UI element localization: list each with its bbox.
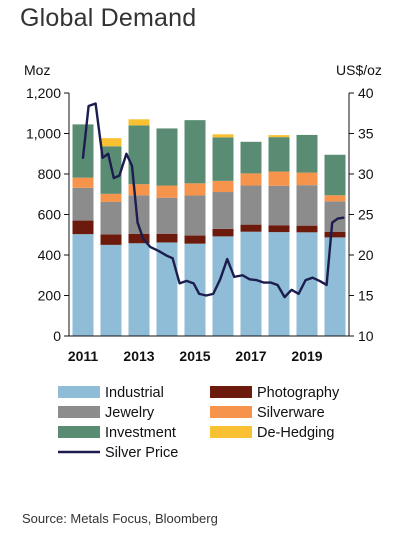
bar-investment-2020: [324, 154, 346, 196]
bar-photography-2017: [240, 224, 262, 232]
legend-label-jewelry: Jewelry: [105, 405, 155, 421]
right-axis-unit: US$/oz: [336, 62, 382, 78]
bar-silverware-2011: [72, 177, 94, 188]
right-tick-label: 40: [358, 85, 374, 101]
left-tick-label: 1,000: [26, 126, 61, 142]
bar-photography-2018: [268, 225, 290, 233]
bar-de-hedging-2016: [212, 134, 234, 138]
bar-industrial-2017: [240, 231, 262, 336]
legend-label-de-hedging: De-Hedging: [257, 425, 334, 441]
bar-jewelry-2014: [156, 197, 178, 234]
bar-silverware-2019: [296, 172, 318, 186]
bar-photography-2013: [128, 233, 150, 244]
bar-industrial-2013: [128, 243, 150, 336]
bar-photography-2019: [296, 225, 318, 233]
bar-de-hedging-2018: [268, 135, 290, 138]
left-tick-label: 200: [38, 288, 62, 304]
legend-label-silverware: Silverware: [257, 405, 325, 421]
bar-jewelry-2016: [212, 192, 234, 229]
bar-photography-2015: [184, 235, 206, 244]
bar-silverware-2017: [240, 173, 262, 186]
right-tick-label: 35: [358, 126, 374, 142]
bar-industrial-2011: [72, 234, 94, 336]
right-tick-label: 10: [358, 328, 374, 344]
legend-swatch-industrial: [58, 386, 100, 398]
x-tick-label: 2011: [68, 348, 99, 364]
legend-swatch-investment: [58, 426, 100, 438]
bar-silverware-2016: [212, 180, 234, 193]
legend-swatch-silverware: [210, 406, 252, 418]
right-tick-label: 25: [358, 207, 374, 223]
bar-jewelry-2017: [240, 185, 262, 225]
bar-investment-2015: [184, 120, 206, 184]
right-tick-label: 30: [358, 166, 374, 182]
bar-silverware-2018: [268, 171, 290, 186]
bar-photography-2012: [100, 234, 122, 245]
bar-photography-2016: [212, 228, 234, 237]
bar-photography-2014: [156, 233, 178, 243]
bar-industrial-2014: [156, 242, 178, 336]
bar-industrial-2019: [296, 232, 318, 336]
bar-investment-2013: [128, 125, 150, 185]
bar-silverware-2014: [156, 185, 178, 198]
left-tick-label: 0: [53, 328, 61, 344]
bar-silverware-2013: [128, 184, 150, 196]
bar-jewelry-2011: [72, 187, 94, 221]
bar-investment-2014: [156, 128, 178, 186]
chart-title: Global Demand: [20, 4, 197, 32]
x-tick-label: 2013: [123, 348, 154, 364]
bar-investment-2018: [268, 137, 290, 172]
legend-label-industrial: Industrial: [105, 385, 164, 401]
bar-layer: [72, 119, 346, 337]
right-tick-label: 15: [358, 288, 374, 304]
bar-jewelry-2012: [100, 201, 122, 235]
x-tick-label: 2017: [235, 348, 266, 364]
source-note: Source: Metals Focus, Bloomberg: [22, 511, 218, 526]
bar-investment-2019: [296, 134, 318, 173]
legend-label-investment: Investment: [105, 425, 176, 441]
legend-swatch-de-hedging: [210, 426, 252, 438]
bar-industrial-2020: [324, 237, 346, 336]
legend-label-photography: Photography: [257, 385, 340, 401]
legend-label-silver-price: Silver Price: [105, 445, 178, 461]
bar-jewelry-2015: [184, 195, 206, 236]
right-tick-label: 20: [358, 247, 374, 263]
axes-layer: 0 200 400 600 800 1,000 1,200 10 15 20 25 30 35 40 201…: [26, 85, 374, 364]
bar-industrial-2015: [184, 243, 206, 336]
bar-silverware-2012: [100, 193, 122, 202]
legend: Industrial Photography Jewelry Silverware In…: [58, 385, 340, 461]
bar-de-hedging-2013: [128, 119, 150, 126]
left-axis-unit: Moz: [24, 62, 50, 78]
left-tick-label: 800: [38, 166, 62, 182]
line-layer: [81, 102, 345, 299]
bar-silverware-2015: [184, 183, 206, 196]
bar-industrial-2012: [100, 244, 122, 337]
left-tick-label: 600: [38, 207, 62, 223]
legend-swatch-jewelry: [58, 406, 100, 418]
bar-jewelry-2019: [296, 185, 318, 226]
left-tick-label: 1,200: [26, 85, 61, 101]
bar-de-hedging-2012: [100, 138, 122, 147]
bar-investment-2016: [212, 137, 234, 181]
bar-photography-2020: [324, 231, 346, 238]
bar-jewelry-2013: [128, 195, 150, 234]
bar-investment-2017: [240, 141, 262, 174]
bar-photography-2011: [72, 220, 94, 235]
legend-swatch-photography: [210, 386, 252, 398]
left-tick-label: 400: [38, 247, 62, 263]
bar-jewelry-2020: [324, 201, 346, 232]
bar-jewelry-2018: [268, 185, 290, 226]
x-tick-label: 2019: [291, 348, 322, 364]
bar-silverware-2020: [324, 195, 346, 202]
x-tick-label: 2015: [179, 348, 210, 364]
bar-industrial-2018: [268, 232, 290, 336]
silver-price-line: [81, 102, 345, 299]
